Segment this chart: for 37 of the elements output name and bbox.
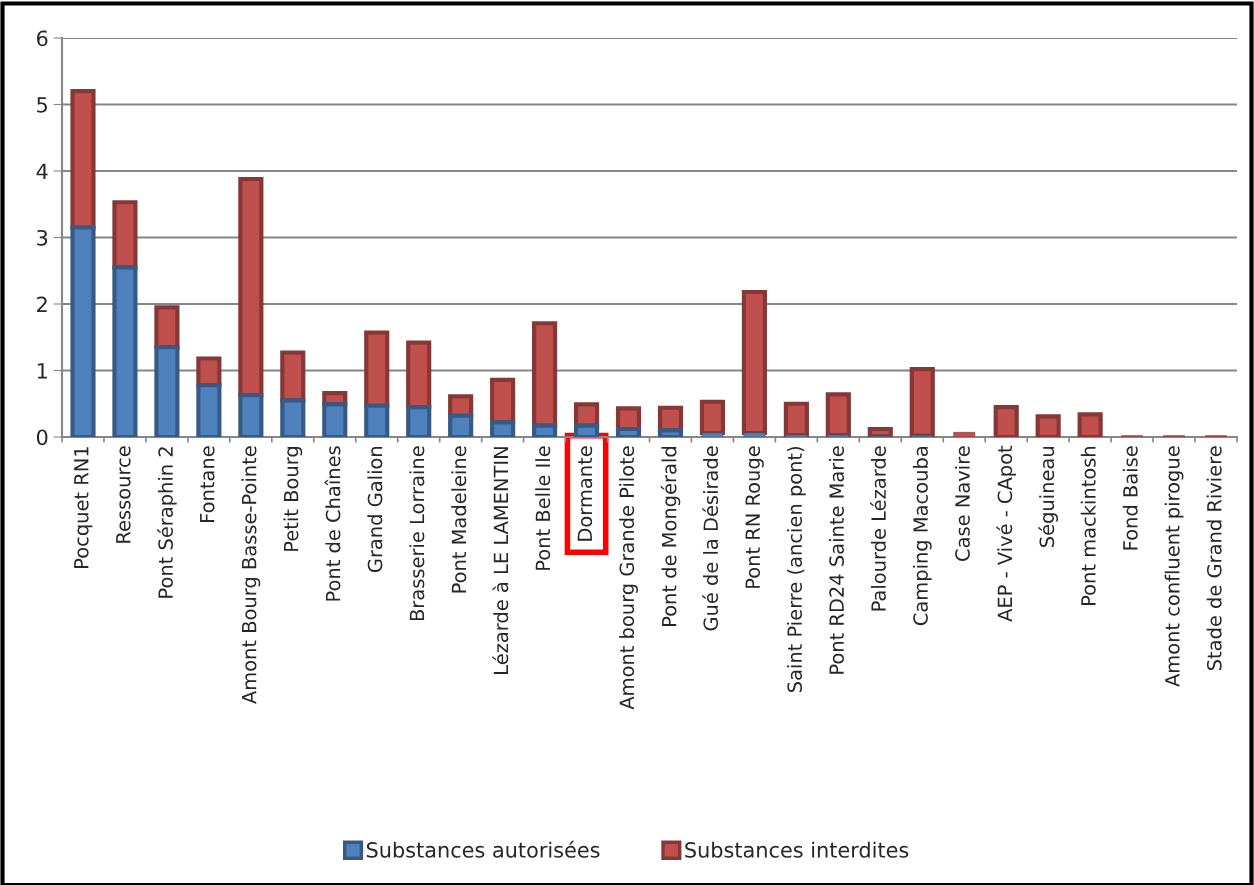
x-tick-label: Amont confluent pirogue — [1164, 446, 1184, 687]
x-tick-label: Dormante — [577, 446, 593, 541]
legend-label: Substances autorisées — [366, 840, 600, 858]
x-tick-label: Ressource — [116, 446, 131, 543]
x-tick-label: Amont bourg Grande Pilote — [619, 446, 638, 710]
x-tick-label: Pont Belle Ile — [535, 446, 551, 570]
x-tick-label: Saint Pierre (ancien pont) — [786, 447, 806, 692]
x-tick-label: Pont Madeleine — [451, 446, 467, 593]
x-tick-label: Fond Baise — [1122, 446, 1138, 550]
x-tick-label: Séguineau — [1038, 447, 1058, 547]
x-tick-label: Pont RD24 Sainte Marie — [828, 446, 844, 674]
x-tick-label: Lézarde à LE LAMENTIN — [492, 447, 509, 674]
x-tick-label: Camping Macouba — [912, 447, 932, 626]
x-tick-label: Pont de Mongérald — [660, 447, 681, 626]
x-tick-label: Palourde Lézarde — [870, 446, 886, 611]
x-tick-label: AEP - Vivé - CApot — [996, 445, 1016, 622]
x-tick-label: Brasserie Lorraine — [409, 446, 425, 621]
y-tick-label: 2 — [37, 296, 47, 312]
y-tick-label: 3 — [37, 229, 48, 246]
x-tick-label: Fontane — [200, 446, 215, 522]
y-tick-label: 1 — [37, 363, 47, 379]
x-tick-label: Grand Galion — [367, 446, 383, 573]
x-tick-label: Petit Bourg — [283, 447, 303, 551]
x-tick-label: Pont mackintosh — [1080, 446, 1096, 605]
x-tick-label: Stade de Grand Riviere — [1206, 446, 1222, 671]
legend-label: Substances interdites — [685, 841, 909, 858]
y-tick-label: 5 — [37, 97, 47, 113]
y-tick-label: 0 — [36, 429, 48, 446]
y-tick-label: 4 — [36, 163, 48, 179]
x-tick-label: Pocquet RN1 — [74, 447, 93, 568]
y-tick-label: 6 — [37, 30, 48, 47]
x-tick-label: Pont de Chaînes — [324, 446, 341, 601]
x-tick-label: Pont RN Rouge — [745, 446, 764, 588]
x-tick-label: Case Navire — [954, 446, 970, 561]
x-tick-label: Amont Bourg Basse-Pointe — [241, 446, 261, 704]
x-tick-label: Pont Séraphin 2 — [157, 447, 177, 598]
x-tick-label: Gué de la Désirade — [702, 446, 719, 631]
